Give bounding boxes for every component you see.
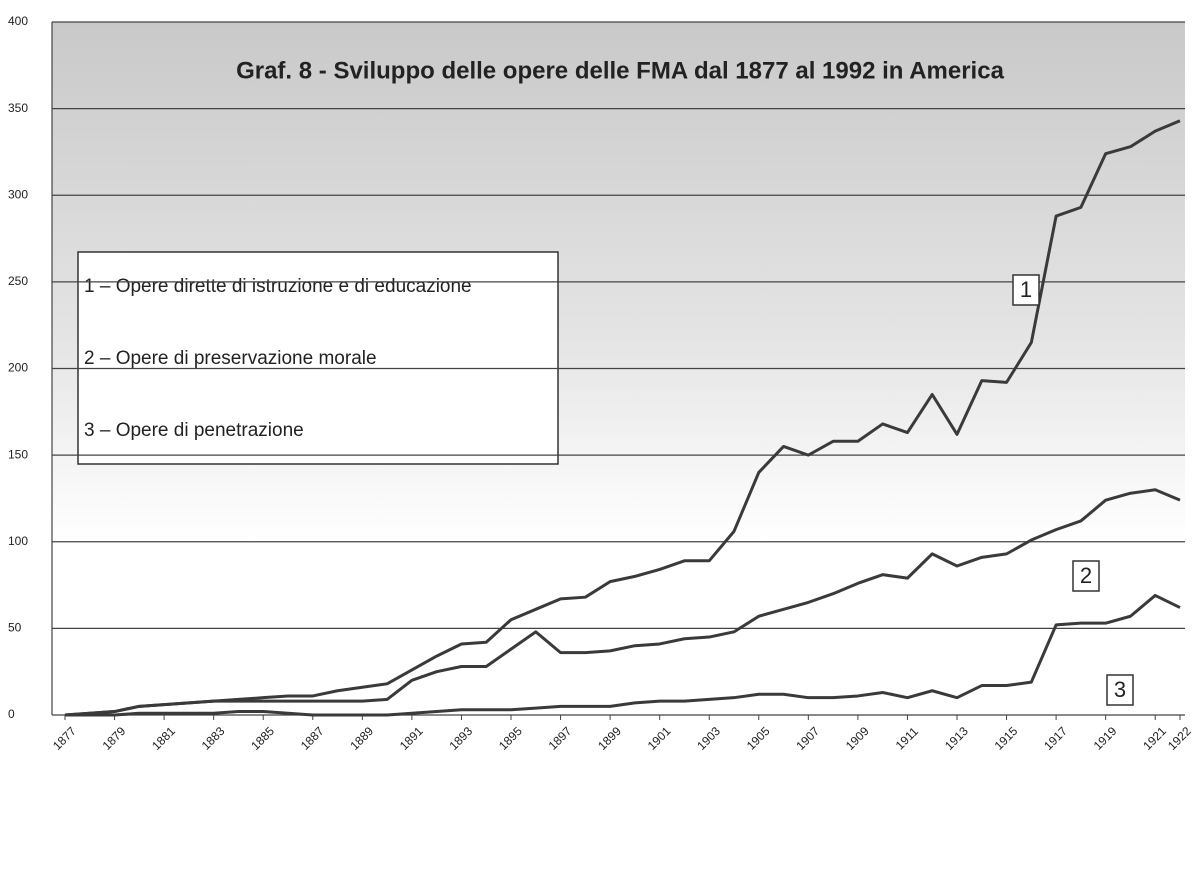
annotation: 1 [1020, 277, 1032, 302]
x-tick-label: 1885 [248, 724, 277, 753]
x-tick-label: 1883 [199, 724, 228, 753]
series-line [64, 119, 1181, 717]
x-tick-label: 1893 [446, 724, 475, 753]
x-tick-label: 1895 [496, 724, 525, 753]
y-tick-label: 400 [8, 14, 28, 28]
annotation-box [1072, 560, 1100, 592]
y-tick-label: 100 [8, 534, 28, 548]
legend-label: 3 – Opere di penetrazione [84, 420, 304, 441]
x-tick-label: 1887 [298, 724, 327, 753]
x-tick-label: 1881 [149, 724, 178, 753]
y-tick-label: 300 [8, 187, 28, 201]
annotation-box [1106, 674, 1134, 706]
legend-box [77, 251, 559, 465]
y-tick-label: 0 [8, 707, 15, 721]
x-tick-label: 1907 [793, 724, 822, 753]
y-tick-label: 150 [8, 447, 28, 461]
x-tick-label: 1897 [546, 724, 575, 753]
series-line [65, 593, 1181, 717]
x-tick-label: 1891 [397, 724, 426, 753]
x-tick-label: 1905 [744, 724, 773, 753]
x-tick-label: 1889 [347, 724, 376, 753]
x-tick-label: 1921 [1140, 724, 1169, 753]
x-tick-label: 1901 [645, 724, 674, 753]
x-tick-label: 1877 [50, 724, 79, 753]
x-tick-label: 1913 [942, 724, 971, 753]
x-tick-label: 1911 [893, 724, 921, 752]
x-tick-label: 1879 [100, 724, 129, 753]
x-tick-label: 1922 [1165, 724, 1194, 753]
x-tick-label: 1903 [694, 724, 723, 753]
legend-label: 2 – Opere di preservazione morale [84, 348, 377, 369]
annotation: 2 [1080, 563, 1092, 588]
x-tick-label: 1899 [595, 724, 624, 753]
x-tick-label: 1915 [992, 724, 1021, 753]
y-tick-label: 350 [8, 101, 28, 115]
x-tick-label: 1917 [1041, 724, 1070, 753]
legend: 1 – Opere dirette di istruzione e di edu… [77, 251, 559, 465]
annotation: 3 [1114, 677, 1126, 702]
y-tick-label: 250 [8, 274, 28, 288]
x-tick-label: 1909 [843, 724, 872, 753]
legend-label: 1 – Opere dirette di istruzione e di edu… [84, 276, 472, 297]
series-line [64, 488, 1181, 717]
y-tick-label: 200 [8, 361, 28, 375]
y-tick-label: 50 [8, 621, 22, 635]
chart-title: Graf. 8 - Sviluppo delle opere delle FMA… [236, 57, 1004, 84]
annotation-box [1012, 274, 1040, 306]
x-tick-label: 1919 [1091, 724, 1120, 753]
